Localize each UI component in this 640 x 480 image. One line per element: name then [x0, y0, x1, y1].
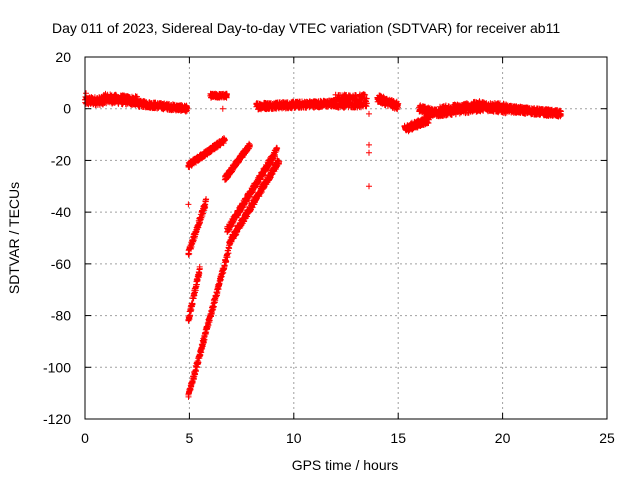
y-axis-label: SDTVAR / TECUs: [6, 182, 22, 294]
series-outliers: [83, 90, 372, 208]
y-tick-label: -60: [51, 256, 71, 272]
series-arc-2: [185, 196, 210, 258]
series-main-band: [82, 90, 565, 135]
series-arc-6: [224, 144, 281, 235]
x-tick-label: 5: [186, 430, 194, 446]
y-tick-label: -40: [51, 204, 71, 220]
x-axis-label: GPS time / hours: [292, 457, 399, 473]
series-arc-1: [185, 135, 228, 171]
y-tick-labels: -120 -100 -80 -60 -40 -20 0 20: [43, 49, 71, 427]
series-arc-5: [221, 140, 253, 183]
data-points: [82, 90, 565, 400]
x-tick-label: 20: [495, 430, 511, 446]
y-tick-label: -80: [51, 308, 71, 324]
x-tick-label: 15: [390, 430, 406, 446]
series-arc-3: [185, 263, 203, 324]
x-tick-label: 0: [81, 430, 89, 446]
chart-title: Day 011 of 2023, Sidereal Day-to-day VTE…: [52, 20, 560, 36]
y-tick-label: -100: [43, 359, 71, 375]
x-tick-label: 25: [599, 430, 615, 446]
x-tick-labels: 0 5 10 15 20 25: [81, 430, 615, 446]
y-tick-label: 20: [55, 49, 71, 65]
series-arc-7: [226, 157, 283, 249]
y-tick-label: 0: [63, 101, 71, 117]
axis-ticks: [84, 56, 608, 420]
y-tick-label: -120: [43, 411, 71, 427]
x-tick-label: 10: [286, 430, 302, 446]
plot-frame: [84, 56, 608, 420]
y-tick-label: -20: [51, 152, 71, 168]
series-arc-4: [185, 244, 233, 400]
